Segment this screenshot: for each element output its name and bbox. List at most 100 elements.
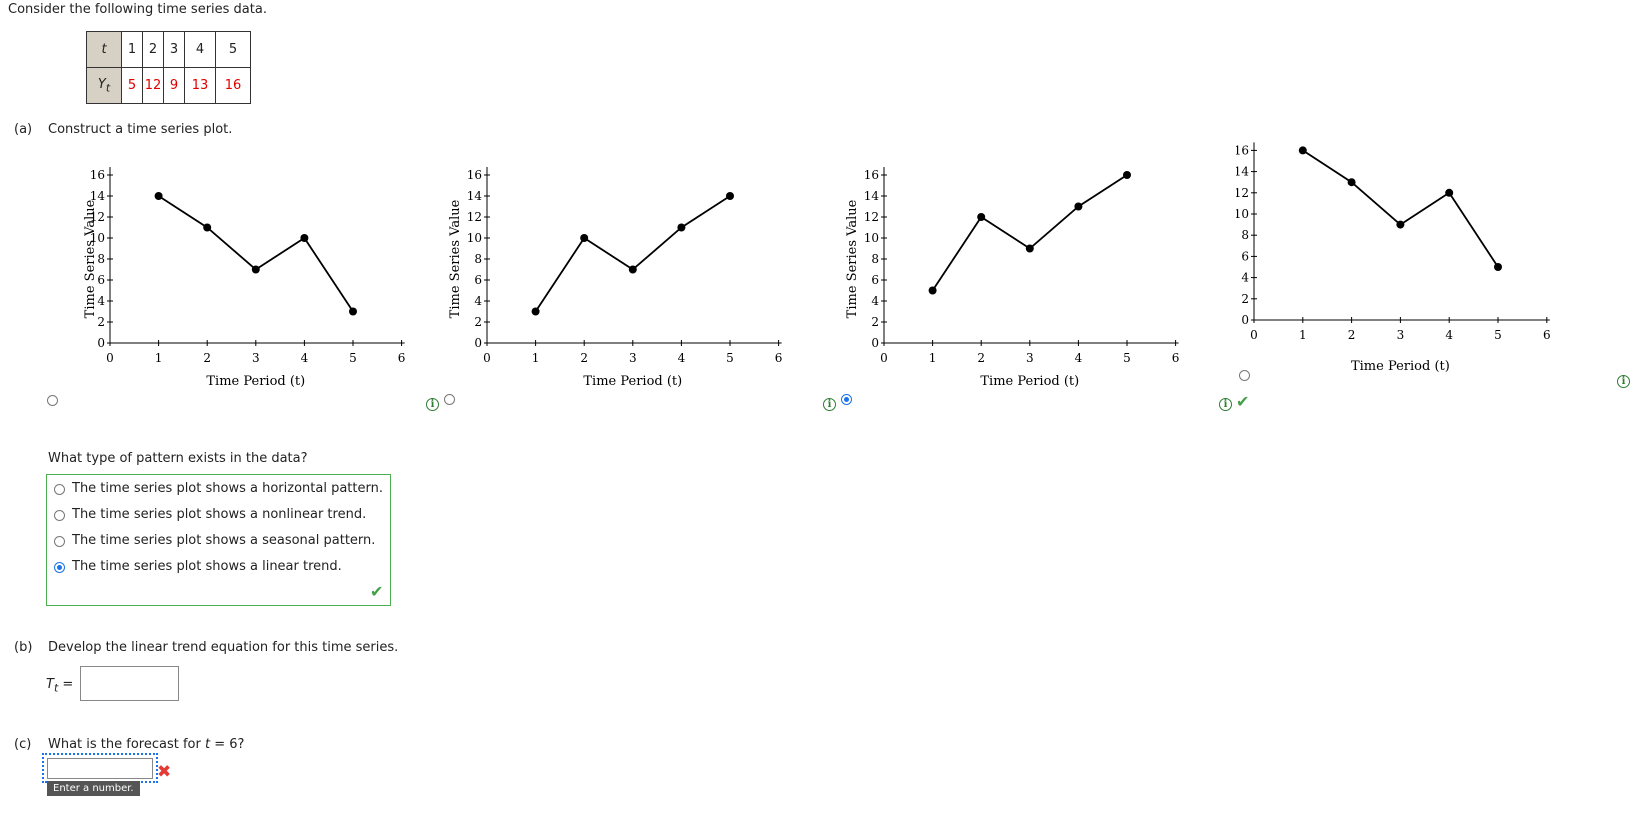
option-label: The time series plot shows a nonlinear t… — [72, 507, 367, 522]
data-point — [1494, 263, 1502, 271]
y-cell: 13 — [184, 67, 216, 104]
y-axis-label: Time Series Value — [845, 199, 860, 318]
t-row: t 1 2 3 4 5 — [86, 31, 251, 68]
info-icon[interactable]: i — [823, 398, 836, 411]
t-cell: 1 — [121, 31, 143, 68]
part-c-prompt-post: = 6? — [214, 737, 245, 752]
equals-sign: = — [62, 677, 74, 692]
pattern-option-nonlinear[interactable]: The time series plot shows a nonlinear t… — [48, 504, 388, 526]
plot-2-radio[interactable] — [444, 394, 455, 405]
info-icon[interactable]: i — [1617, 375, 1630, 388]
pattern-option-linear[interactable]: The time series plot shows a linear tren… — [48, 556, 388, 578]
y-tick-label: 14 — [864, 189, 880, 203]
y-cell: 12 — [142, 67, 164, 104]
data-point — [1074, 202, 1083, 211]
data-point — [531, 307, 540, 316]
x-tick-label: 5 — [726, 351, 734, 365]
plot-3-radio[interactable] — [841, 394, 852, 405]
y-tick-label: 0 — [97, 336, 105, 350]
y-tick-label: 6 — [97, 273, 105, 287]
y-tick-label: 12 — [864, 210, 879, 224]
series-line — [931, 174, 1128, 291]
data-point — [1347, 178, 1356, 187]
y-header-label: Y — [97, 76, 106, 92]
option-label: The time series plot shows a linear tren… — [72, 559, 342, 574]
info-icon[interactable]: i — [426, 398, 439, 411]
info-icon[interactable]: i — [1219, 398, 1232, 411]
y-tick-label: 4 — [474, 294, 482, 308]
x-tick-label: 6 — [775, 351, 783, 365]
x-axis-label: Time Period (t) — [583, 374, 682, 389]
data-point — [1298, 146, 1307, 155]
y-tick-label: 2 — [871, 315, 879, 329]
y-tick-label: 12 — [467, 210, 482, 224]
trend-equation-input[interactable] — [80, 666, 179, 701]
data-point — [977, 213, 986, 221]
option-label: The time series plot shows a horizontal … — [72, 481, 383, 496]
y-tick-label: 0 — [474, 336, 482, 350]
data-point — [1123, 171, 1131, 179]
correct-check-icon: ✔ — [370, 582, 384, 601]
data-point — [677, 223, 686, 232]
y-tick-label: 4 — [97, 294, 105, 308]
pattern-radio[interactable] — [54, 484, 65, 495]
x-tick-label: 5 — [1494, 328, 1502, 342]
x-tick-label: 1 — [532, 351, 540, 365]
y-axis-label: Time Series Value — [448, 199, 463, 318]
t-cell: 5 — [215, 31, 251, 68]
x-tick-label: 4 — [678, 351, 686, 365]
pattern-option-seasonal[interactable]: The time series plot shows a seasonal pa… — [48, 530, 388, 552]
x-tick-label: 4 — [1445, 328, 1453, 342]
y-tick-label: 14 — [90, 189, 106, 203]
correct-check-icon: ✔ — [1236, 392, 1250, 411]
y-tick-label: 12 — [90, 210, 105, 224]
y-tick-label: 6 — [1241, 249, 1249, 263]
plot-1-radio[interactable] — [47, 395, 58, 406]
y-tick-label: 8 — [474, 252, 482, 266]
incorrect-x-icon: ✖ — [157, 762, 172, 782]
y-tick-label: 2 — [1241, 292, 1249, 306]
pattern-radio[interactable] — [54, 510, 65, 521]
t-cell: 4 — [184, 31, 216, 68]
x-tick-label: 6 — [1543, 328, 1551, 342]
series-line — [1302, 149, 1499, 268]
y-row: Yt 5 12 9 13 16 — [86, 67, 251, 104]
x-tick-label: 6 — [1172, 351, 1180, 365]
y-tick-label: 4 — [871, 294, 879, 308]
part-c-letter: (c) — [14, 737, 32, 752]
x-axis-label: Time Period (t) — [206, 374, 305, 389]
data-point — [349, 307, 357, 316]
x-tick-label: 1 — [155, 351, 163, 365]
x-tick-label: 4 — [301, 351, 309, 365]
y-tick-label: 2 — [97, 315, 105, 329]
y-axis-label: Time Series Value — [83, 199, 98, 318]
pattern-option-horizontal[interactable]: The time series plot shows a horizontal … — [48, 478, 388, 500]
data-point — [928, 286, 937, 295]
y-tick-label: 8 — [871, 252, 879, 266]
y-tick-label: 6 — [871, 273, 879, 287]
y-tick-label: 8 — [1241, 228, 1249, 242]
pattern-question: What type of pattern exists in the data? — [48, 451, 308, 466]
part-c-prompt: What is the forecast for t = 6? — [48, 737, 244, 752]
y-tick-label: 14 — [467, 189, 483, 203]
x-tick-label: 0 — [106, 351, 114, 365]
x-tick-label: 3 — [252, 351, 260, 365]
y-tick-label: 16 — [467, 168, 482, 182]
pattern-radio-selected[interactable] — [54, 562, 65, 573]
part-b-prompt: Develop the linear trend equation for th… — [48, 640, 399, 655]
forecast-input[interactable] — [47, 758, 153, 779]
part-a-prompt: Construct a time series plot. — [48, 122, 233, 137]
x-tick-label: 2 — [977, 351, 985, 365]
x-tick-label: 3 — [629, 351, 637, 365]
y-header: Yt — [86, 67, 122, 104]
x-tick-label: 0 — [1250, 328, 1258, 342]
y-tick-label: 8 — [97, 252, 105, 266]
y-tick-label: 0 — [1241, 313, 1249, 327]
data-point — [251, 265, 260, 274]
data-point — [580, 234, 589, 242]
y-tick-label: 10 — [1236, 207, 1249, 221]
plot-4-radio[interactable] — [1239, 370, 1250, 381]
x-tick-label: 4 — [1075, 351, 1083, 365]
pattern-radio[interactable] — [54, 536, 65, 547]
